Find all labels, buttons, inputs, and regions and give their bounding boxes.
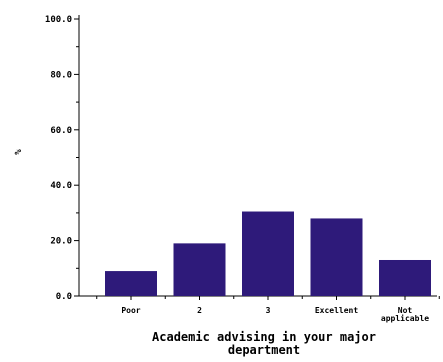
y-tick-label: 60.0 <box>50 126 72 136</box>
y-axis-label: % <box>14 149 24 155</box>
bar-not-applicable <box>379 259 431 296</box>
x-tick-label: applicable <box>381 313 429 323</box>
y-tick-label: 100.0 <box>45 15 72 25</box>
bar-2 <box>173 243 226 296</box>
y-tick-label: 40.0 <box>50 181 72 191</box>
y-tick-label: 0.0 <box>56 292 72 302</box>
bar-excellent <box>310 218 363 296</box>
x-axis-label: Academic advising in your major departmen… <box>152 330 376 357</box>
x-tick-label: Excellent <box>315 306 359 315</box>
x-tick-label: Poor <box>121 306 140 315</box>
y-axis: 0.0 20.0 40.0 60.0 80.0 100.0 <box>45 15 80 302</box>
bar-3 <box>242 211 294 296</box>
y-tick-label: 80.0 <box>50 70 72 80</box>
x-tick-label: 3 <box>266 306 271 315</box>
bars <box>105 211 431 296</box>
y-tick-label: 20.0 <box>50 237 72 247</box>
bar-poor <box>105 271 157 296</box>
x-tick-label: Not <box>398 306 413 315</box>
x-tick-label: 2 <box>197 306 202 315</box>
